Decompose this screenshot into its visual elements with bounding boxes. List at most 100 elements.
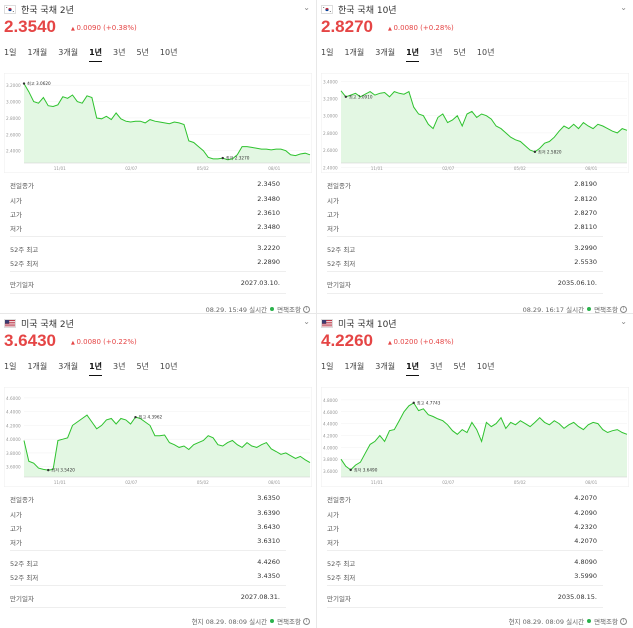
high-marker [412, 401, 415, 405]
update-time: 현지 08.29. 08:09 실시간 [508, 618, 585, 626]
panel-footer: 08.29. 15:49 실시간 면책조항 i [206, 304, 310, 314]
period-tab[interactable]: 5년 [136, 362, 149, 371]
yield-chart[interactable]: 3.4000 3.2000 3.0000 2.8000 2.6000 2.4000 11/0… [320, 72, 630, 174]
y-tick-label: 4.2000 [323, 433, 338, 438]
yield-chart[interactable]: 4.8000 4.6000 4.4000 4.2000 4.0000 3.8000 3.60… [320, 386, 630, 488]
series-area [24, 415, 310, 477]
y-tick-label: 2.8000 [6, 116, 21, 121]
chevron-down-icon[interactable]: ⌄ [620, 3, 627, 12]
bond-title[interactable]: 한국 국채 10년 [338, 5, 397, 16]
divider [10, 607, 286, 608]
stat-value: 4.2070 [574, 537, 597, 545]
us-flag-icon [321, 318, 333, 328]
period-tab[interactable]: 1년 [89, 361, 103, 376]
yield-chart[interactable]: 4.6000 4.4000 4.2000 4.0000 3.8000 3.6000 11/0… [3, 386, 313, 488]
period-tab[interactable]: 3개월 [375, 48, 396, 57]
period-tab[interactable]: 3년 [430, 362, 443, 371]
stat-value: 2.8120 [574, 195, 597, 203]
live-dot-icon [587, 619, 592, 623]
period-tab[interactable]: 3개월 [375, 362, 396, 371]
period-tab[interactable]: 5년 [453, 48, 466, 57]
y-tick-label: 3.4000 [323, 79, 338, 84]
low-label: 최저 3.5420 [51, 467, 75, 474]
x-tick-label: 08/01 [585, 166, 597, 171]
x-tick-label: 11/01 [371, 166, 383, 171]
stat-value: 3.6430 [257, 523, 280, 531]
period-tab[interactable]: 10년 [159, 362, 178, 371]
period-tab[interactable]: 1개월 [344, 48, 365, 57]
period-tab[interactable]: 1개월 [344, 362, 365, 371]
stat-value: 3.5990 [574, 572, 597, 580]
low-label: 최저 2.5820 [538, 148, 562, 155]
stat-label: 저가 [327, 225, 339, 233]
x-tick-label: 11/01 [54, 480, 66, 485]
info-icon[interactable]: i [620, 305, 627, 313]
vertical-divider [316, 0, 317, 628]
series-line [340, 402, 628, 471]
x-tick-label: 08/01 [585, 480, 597, 485]
disclaimer-link[interactable]: 면책조항 [277, 618, 301, 626]
period-tab[interactable]: 1일 [321, 362, 334, 371]
x-tick-label: 02/07 [125, 166, 137, 171]
chevron-down-icon[interactable]: ⌄ [620, 317, 627, 326]
period-tab[interactable]: 3년 [113, 362, 126, 371]
high-marker [134, 415, 137, 419]
chevron-down-icon[interactable]: ⌄ [303, 3, 310, 12]
period-tab[interactable]: 10년 [476, 362, 495, 371]
period-tab[interactable]: 1년 [406, 47, 420, 62]
stat-label: 전일종가 [10, 182, 34, 190]
divider [327, 607, 603, 608]
disclaimer-link[interactable]: 면책조항 [594, 306, 618, 314]
period-tab[interactable]: 1개월 [27, 362, 48, 371]
stat-label: 52주 최고 [327, 560, 356, 568]
stat-row: 52주 최저 3.4350 [10, 572, 280, 582]
yield-chart[interactable]: 3.2000 3.0000 2.8000 2.6000 2.4000 11/01 02/07… [3, 72, 313, 174]
period-tab[interactable]: 5년 [453, 362, 466, 371]
series-area [341, 402, 627, 477]
divider [327, 585, 603, 586]
period-tab[interactable]: 1일 [4, 48, 17, 57]
live-dot-icon [587, 307, 592, 311]
info-icon[interactable]: i [620, 617, 627, 625]
price-change-value: 0.0080 (+0.22%) [76, 338, 137, 346]
period-tab[interactable]: 10년 [159, 48, 178, 57]
y-tick-label: 4.0000 [6, 437, 21, 442]
period-tab[interactable]: 5년 [136, 48, 149, 57]
period-tab[interactable]: 3년 [430, 48, 443, 57]
period-tab[interactable]: 3개월 [58, 362, 79, 371]
stat-label: 만기일자 [327, 281, 351, 289]
period-tab[interactable]: 3개월 [58, 48, 79, 57]
stat-label: 시가 [10, 197, 22, 205]
divider [10, 550, 286, 551]
period-tab[interactable]: 1일 [321, 48, 334, 57]
disclaimer-link[interactable]: 면책조항 [277, 306, 301, 314]
info-icon[interactable]: i [303, 617, 310, 625]
y-tick-label: 3.8000 [6, 451, 21, 456]
stat-row: 만기일자 2035.06.10. [327, 279, 597, 289]
stat-value: 4.2070 [574, 494, 597, 502]
period-tab[interactable]: 10년 [476, 48, 495, 57]
info-icon[interactable]: i [303, 305, 310, 313]
price-change-value: 0.0200 (+0.48%) [393, 338, 454, 346]
x-tick-label: 05/02 [514, 166, 526, 171]
stat-row: 고가 2.3610 [10, 209, 280, 219]
up-triangle-icon: ▲ [388, 26, 394, 32]
period-tab[interactable]: 1년 [406, 361, 420, 376]
bond-title[interactable]: 한국 국채 2년 [21, 5, 74, 16]
bond-title[interactable]: 미국 국채 10년 [338, 319, 397, 330]
chevron-down-icon[interactable]: ⌄ [303, 317, 310, 326]
bond-title[interactable]: 미국 국채 2년 [21, 319, 74, 330]
x-tick-label: 02/07 [442, 480, 454, 485]
stat-row: 시가 4.2090 [327, 509, 597, 519]
period-tab[interactable]: 3년 [113, 48, 126, 57]
stat-label: 만기일자 [10, 281, 34, 289]
stat-value: 2.8190 [574, 180, 597, 188]
disclaimer-link[interactable]: 면책조항 [594, 618, 618, 626]
period-tab[interactable]: 1개월 [27, 48, 48, 57]
low-marker [533, 150, 537, 154]
period-tabs: 1일 1개월 3개월 1년 3년 5년 10년 [4, 361, 188, 376]
y-tick-label: 3.6000 [6, 465, 21, 470]
high-marker [22, 82, 26, 85]
period-tab[interactable]: 1년 [89, 47, 103, 62]
period-tab[interactable]: 1일 [4, 362, 17, 371]
